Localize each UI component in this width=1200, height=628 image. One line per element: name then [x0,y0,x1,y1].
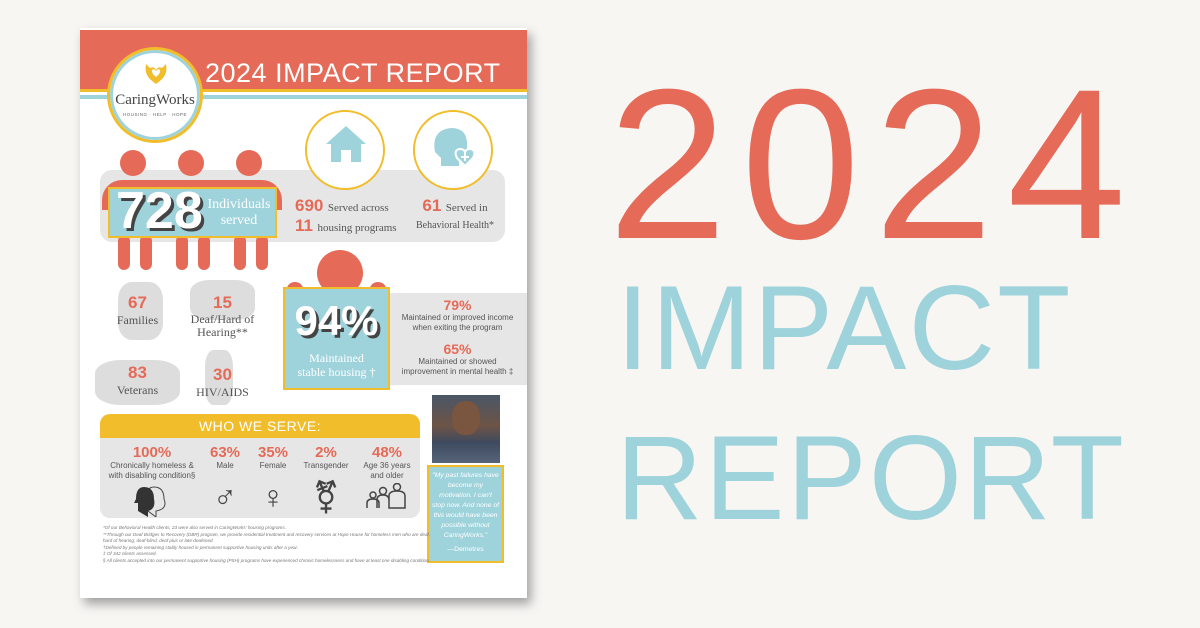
footnote: *Of our Behavioral Health clients, 23 we… [103,525,286,530]
footnote: **Through our Deaf Bridges to Recovery (… [103,531,431,544]
sign-language-icon [190,280,255,320]
report-title: 2024 IMPACT REPORT [205,58,501,88]
stable-label-2: stable housing † [297,365,376,379]
family-icon [118,282,163,340]
behavioral-value: 61 [422,196,442,215]
header-stripe [80,95,527,99]
serve-label: Chronically homeless & with disabling co… [108,461,196,480]
serve-chronic: 100% Chronically homeless & with disablin… [102,444,202,520]
serve-label: Transgender [303,461,349,470]
serve-value: 100% [132,444,172,461]
individuals-value: 728 [116,182,203,240]
outcome-text: when exiting the program [412,323,503,332]
headline-report: REPORT [616,411,1126,545]
behavioral-text-2: Behavioral Health* [415,220,495,231]
brain-health-icon [434,128,476,168]
serve-value: 35% [257,444,289,461]
outcome-text: Maintained or improved income [401,313,514,322]
brain-circle [413,110,493,190]
headline-impact: IMPACT [616,261,1073,395]
quote-author: —Demetres [447,546,484,553]
footnote: †Defined by people remaining stably hous… [103,544,299,550]
house-icon [326,126,366,162]
client-photo [432,395,500,463]
ribbon-icon [205,350,233,405]
stable-label-1: Maintained [309,351,364,365]
footnote: § All clients accepted into our permanen… [103,557,430,563]
housing-text-2: housing programs [317,222,397,234]
quote-text: "My past failures have become my motivat… [432,472,500,539]
serve-age: 48% Age 36 years and older [358,444,416,512]
caringworks-logo: CaringWorks HOUSING · HELP · HOPE [107,47,203,143]
transgender-icon: ⚧ [312,479,340,515]
outcomes-band [380,293,527,385]
serve-transgender: 2% Transgender ⚧ [298,444,354,513]
group-hiv: 30 HIV/AIDS [185,365,260,400]
serve-male: 63% Male ♂ [202,444,248,513]
who-we-serve-panel: WHO WE SERVE: 100% Chronically homeless &… [100,414,420,518]
group-label: Deaf/Hard of Hearing** [190,312,255,339]
outcome-text: improvement in mental health ‡ [401,367,514,376]
heads-icon [134,486,166,518]
heart-hands-icon [145,64,167,84]
family-icon [366,482,406,509]
individuals-served-box: 728 Individuals served [108,182,277,240]
veterans-icon [95,360,180,405]
group-label: Veterans [116,383,159,397]
serve-label: Age 36 years and older [363,461,411,480]
outcome-income: 79% Maintained or improved income when exi… [395,297,520,333]
group-families: 67 Families [100,293,175,328]
stable-value: 94% [294,297,379,344]
group-value: 15 [213,293,232,312]
footnote: ‡ Of 342 clients assessed. [103,551,157,557]
logo-name: CaringWorks [115,92,195,108]
outcome-value: 65% [443,341,472,357]
behavioral-stat: 61 Served in Behavioral Health* [412,196,498,231]
female-icon: ♀ [261,479,285,515]
group-value: 67 [128,293,147,312]
outcome-mental-health: 65% Maintained or showed improvement in me… [395,341,520,377]
individuals-label-2: served [220,213,258,228]
housing-value-1: 690 [295,196,324,215]
serve-value: 63% [209,444,241,461]
group-label: HIV/AIDS [196,385,249,399]
serve-label: Female [259,461,287,470]
group-veterans: 83 Veterans [100,363,175,398]
individuals-label-1: Individuals [207,197,271,212]
outcome-value: 79% [443,297,472,313]
house-circle [305,110,385,190]
group-value: 83 [128,363,147,382]
group-value: 30 [213,365,232,384]
behavioral-text-1: Served in [445,202,488,214]
male-icon: ♂ [213,479,237,515]
housing-text-1: Served across [327,202,389,214]
serve-female: 35% Female ♀ [250,444,296,513]
client-quote: "My past failures have become my motivat… [427,465,504,563]
housing-value-2: 11 [295,216,313,235]
housing-stat: 690 Served across 11 housing programs [295,196,397,236]
serve-value: 48% [371,444,403,461]
who-we-serve-heading: WHO WE SERVE: [100,414,420,438]
footnotes: *Of our Behavioral Health clients, 23 we… [103,525,433,565]
logo-tagline: HOUSING · HELP · HOPE [123,112,187,117]
outcome-text: Maintained or showed [418,357,497,366]
stable-housing-box: 94% Maintained stable housing † [283,287,390,390]
group-deaf: 15 Deaf/Hard of Hearing** [185,293,260,339]
serve-value: 2% [315,444,337,461]
group-label: Families [116,313,159,327]
serve-label: Male [216,461,234,470]
headline-year: 2024 [608,45,1141,284]
